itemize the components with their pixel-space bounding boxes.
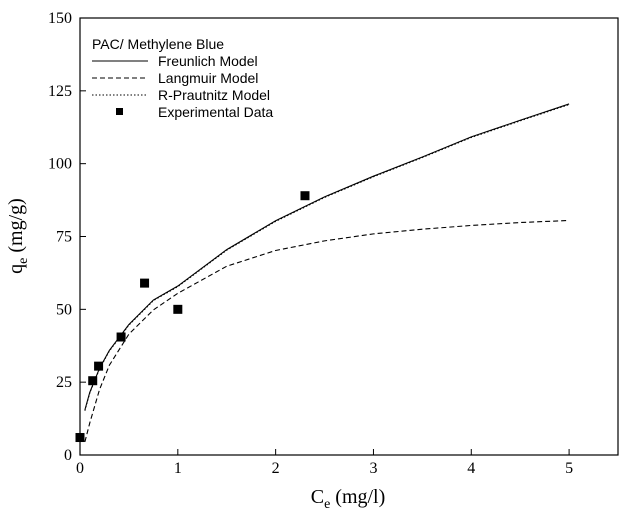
x-tick-label-1: 1 bbox=[174, 460, 182, 477]
x-axis-title-subscript: e bbox=[324, 497, 330, 512]
x-tick-label-5: 5 bbox=[565, 460, 573, 477]
series-line-2 bbox=[84, 104, 570, 411]
legend-title: PAC/ Methylene Blue bbox=[92, 36, 224, 52]
y-axis-title-unit: (mg/g) bbox=[5, 198, 27, 257]
data-point-5 bbox=[173, 304, 183, 314]
series-line-0 bbox=[84, 103, 570, 410]
y-tick-label-2: 50 bbox=[56, 301, 72, 318]
legend-label-prautnitz: R-Prautnitz Model bbox=[158, 87, 270, 103]
y-tick-label-4: 100 bbox=[48, 156, 72, 173]
data-point-3 bbox=[116, 332, 126, 342]
data-point-4 bbox=[140, 278, 150, 288]
legend-label-experimental: Experimental Data bbox=[158, 104, 273, 120]
data-point-0 bbox=[75, 433, 85, 443]
x-tick-label-3: 3 bbox=[369, 460, 377, 477]
data-point-2 bbox=[94, 361, 104, 371]
x-tick-label-0: 0 bbox=[76, 460, 84, 477]
data-point-1 bbox=[88, 376, 98, 386]
experimental-points bbox=[75, 191, 310, 443]
x-tick-label-4: 4 bbox=[467, 460, 475, 477]
y-axis-title: qe (mg/g) bbox=[5, 198, 31, 274]
legend-label-freunlich: Freunlich Model bbox=[158, 53, 258, 69]
x-axis-title-unit: (mg/l) bbox=[330, 486, 385, 508]
x-axis-title: Ce (mg/l) bbox=[311, 486, 386, 512]
x-axis-title-symbol: C bbox=[311, 486, 324, 508]
y-tick-label-6: 150 bbox=[48, 10, 72, 27]
y-tick-label-3: 75 bbox=[56, 229, 72, 246]
model-curves bbox=[84, 103, 570, 443]
x-tick-label-2: 2 bbox=[272, 460, 280, 477]
series-line-1 bbox=[84, 219, 570, 443]
legend: PAC/ Methylene Blue Freunlich Model Lang… bbox=[92, 36, 273, 120]
y-tick-label-0: 0 bbox=[64, 447, 72, 464]
y-axis-title-symbol: q bbox=[5, 264, 27, 274]
data-point-6 bbox=[300, 191, 310, 201]
y-axis-title-subscript: e bbox=[16, 258, 31, 264]
legend-marker-experimental bbox=[116, 108, 123, 115]
legend-label-langmuir: Langmuir Model bbox=[158, 70, 258, 86]
y-tick-label-1: 25 bbox=[56, 374, 72, 391]
y-tick-label-5: 125 bbox=[48, 83, 72, 100]
